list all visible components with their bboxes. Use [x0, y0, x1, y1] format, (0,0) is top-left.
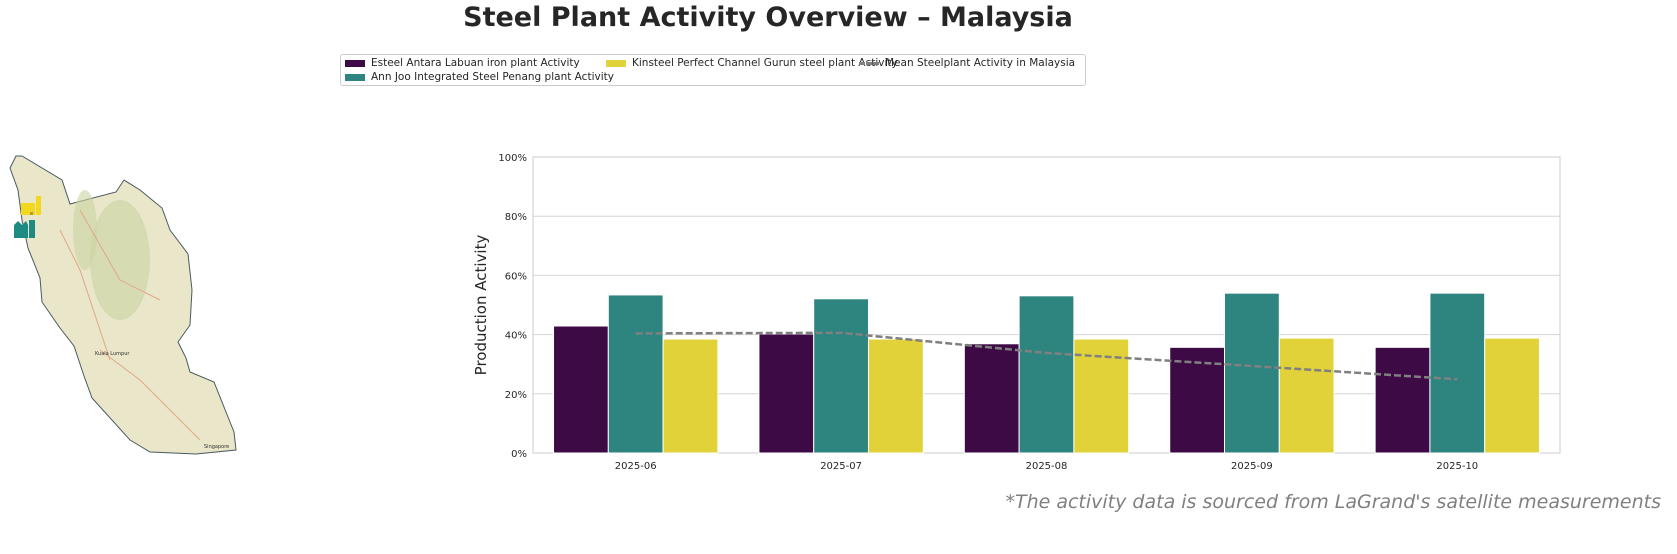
bar-esteel — [963, 343, 1020, 454]
bar-annjoo — [1018, 295, 1075, 454]
legend-label: Ann Joo Integrated Steel Penang plant Ac… — [371, 71, 614, 83]
y-tick-label: 100% — [498, 153, 527, 164]
legend-label: Mean Steelplant Activity in Malaysia — [885, 57, 1076, 69]
map-label-singapore: Singapore — [204, 444, 229, 450]
legend-swatch — [606, 59, 626, 67]
bar-kinsteel — [1278, 337, 1335, 454]
legend-item-kinsteel: Kinsteel Perfect Channel Gurun steel pla… — [606, 57, 898, 69]
y-tick-label: 0% — [511, 449, 527, 460]
y-tick-label: 20% — [505, 390, 527, 401]
bar-annjoo — [813, 298, 869, 454]
legend: Esteel Antara Labuan iron plant Activity… — [340, 54, 1086, 86]
x-tick-label: 2025-10 — [1436, 461, 1478, 472]
legend-swatch — [345, 59, 365, 67]
legend-swatch — [345, 73, 365, 81]
y-tick-label: 40% — [505, 331, 527, 342]
map-label-kuala-lumpur: Kuala Lumpur — [95, 351, 130, 357]
highlands-shading — [90, 200, 150, 320]
y-tick-label: 60% — [505, 271, 527, 282]
factory-icon-annjoo — [14, 220, 35, 238]
page-title: Steel Plant Activity Overview – Malaysia — [463, 2, 1073, 33]
footnote: *The activity data is sourced from LaGra… — [1005, 491, 1661, 513]
x-tick-label: 2025-09 — [1231, 461, 1273, 472]
bar-esteel — [553, 325, 609, 454]
bar-esteel — [1374, 346, 1431, 454]
legend-label: Esteel Antara Labuan iron plant Activity — [371, 57, 580, 69]
roads — [59, 209, 201, 441]
x-tick-label: 2025-07 — [820, 461, 862, 472]
bar-kinsteel — [1484, 337, 1540, 454]
malaysia-map: Kuala Lumpur Singapore — [9, 155, 237, 455]
legend-item-annjoo: Ann Joo Integrated Steel Penang plant Ac… — [345, 71, 614, 83]
legend-item-esteel: Esteel Antara Labuan iron plant Activity — [345, 57, 580, 69]
factory-icon-esteel — [30, 212, 33, 215]
bar-kinsteel — [867, 338, 924, 454]
bar-annjoo — [607, 294, 664, 454]
legend-item-mean: Mean Steelplant Activity in Malaysia — [859, 57, 1075, 69]
legend-label: Kinsteel Perfect Channel Gurun steel pla… — [632, 57, 898, 69]
bar-annjoo — [1429, 292, 1486, 454]
bar-esteel — [758, 333, 815, 454]
y-axis-label: Production Activity — [472, 234, 490, 376]
y-tick-label: 80% — [505, 212, 527, 223]
factory-icon-kinsteel — [21, 196, 41, 215]
bar-kinsteel — [662, 338, 719, 454]
highlands-shading — [73, 190, 97, 270]
legend-swatch — [859, 61, 879, 65]
bar-annjoo — [1224, 292, 1280, 454]
x-tick-label: 2025-08 — [1026, 461, 1068, 472]
x-tick-label: 2025-06 — [615, 461, 657, 472]
